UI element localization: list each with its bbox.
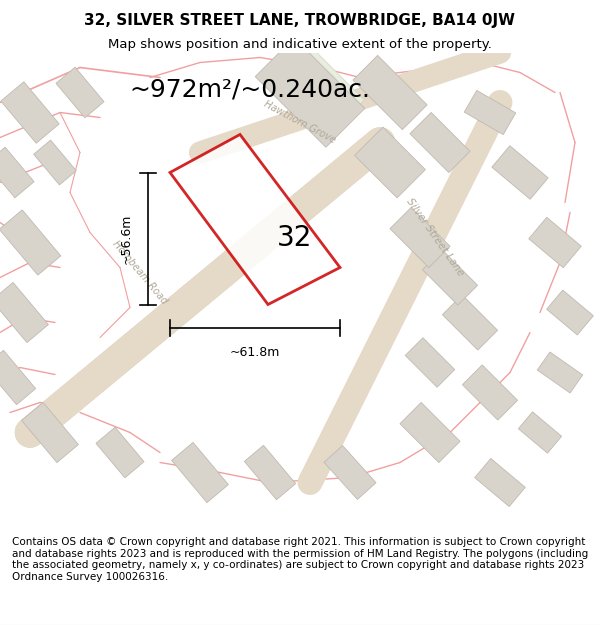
Polygon shape	[390, 208, 450, 268]
Polygon shape	[410, 112, 470, 173]
Text: 32: 32	[277, 224, 313, 251]
Text: Silver Street Lane: Silver Street Lane	[404, 197, 466, 278]
Polygon shape	[464, 91, 516, 134]
Polygon shape	[1, 82, 59, 143]
Polygon shape	[475, 459, 525, 506]
Polygon shape	[518, 412, 562, 453]
Polygon shape	[170, 134, 340, 304]
Polygon shape	[547, 290, 593, 335]
Polygon shape	[172, 442, 229, 503]
Polygon shape	[353, 56, 427, 129]
Polygon shape	[405, 338, 455, 388]
Polygon shape	[56, 68, 104, 118]
Polygon shape	[255, 38, 365, 148]
Polygon shape	[0, 210, 61, 275]
Polygon shape	[492, 146, 548, 199]
Polygon shape	[276, 43, 364, 132]
Text: Hawthorn Grove: Hawthorn Grove	[262, 99, 338, 146]
Polygon shape	[34, 140, 76, 185]
Polygon shape	[442, 295, 497, 350]
Polygon shape	[400, 402, 460, 462]
Text: Map shows position and indicative extent of the property.: Map shows position and indicative extent…	[108, 38, 492, 51]
Polygon shape	[463, 365, 518, 420]
Polygon shape	[0, 148, 34, 198]
Polygon shape	[538, 352, 583, 393]
Polygon shape	[422, 250, 478, 305]
Polygon shape	[244, 446, 296, 499]
Polygon shape	[22, 402, 79, 462]
Polygon shape	[355, 127, 425, 198]
Polygon shape	[0, 351, 35, 404]
Text: 32, SILVER STREET LANE, TROWBRIDGE, BA14 0JW: 32, SILVER STREET LANE, TROWBRIDGE, BA14…	[85, 13, 515, 28]
Polygon shape	[529, 217, 581, 268]
Text: ~56.6m: ~56.6m	[120, 213, 133, 264]
Polygon shape	[96, 428, 144, 478]
Text: ~61.8m: ~61.8m	[230, 346, 280, 359]
Text: Hornbeam Road: Hornbeam Road	[110, 239, 169, 306]
Polygon shape	[324, 446, 376, 499]
Polygon shape	[0, 282, 49, 342]
Text: Contains OS data © Crown copyright and database right 2021. This information is : Contains OS data © Crown copyright and d…	[12, 537, 588, 582]
Text: ~972m²/~0.240ac.: ~972m²/~0.240ac.	[130, 78, 371, 101]
